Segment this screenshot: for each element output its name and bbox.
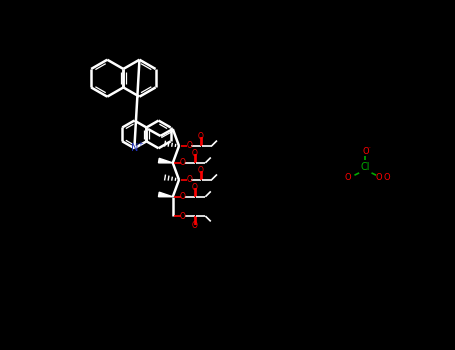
Polygon shape <box>158 158 173 163</box>
Text: O: O <box>376 173 383 182</box>
Text: O: O <box>384 173 390 182</box>
Text: O: O <box>186 175 192 184</box>
Text: O: O <box>198 166 204 175</box>
Text: O: O <box>198 132 204 141</box>
Text: +: + <box>137 141 143 147</box>
Text: O: O <box>192 183 197 192</box>
Text: O: O <box>192 221 197 230</box>
Text: O: O <box>180 159 186 167</box>
Text: O: O <box>192 149 197 158</box>
Polygon shape <box>158 192 173 197</box>
Text: O: O <box>180 211 186 220</box>
Text: O: O <box>186 141 192 150</box>
Text: N: N <box>131 143 138 153</box>
Text: O: O <box>180 192 186 201</box>
Text: ⁻: ⁻ <box>368 147 371 152</box>
Text: O: O <box>345 173 352 182</box>
Text: Cl: Cl <box>360 162 370 172</box>
Text: O: O <box>362 147 369 156</box>
